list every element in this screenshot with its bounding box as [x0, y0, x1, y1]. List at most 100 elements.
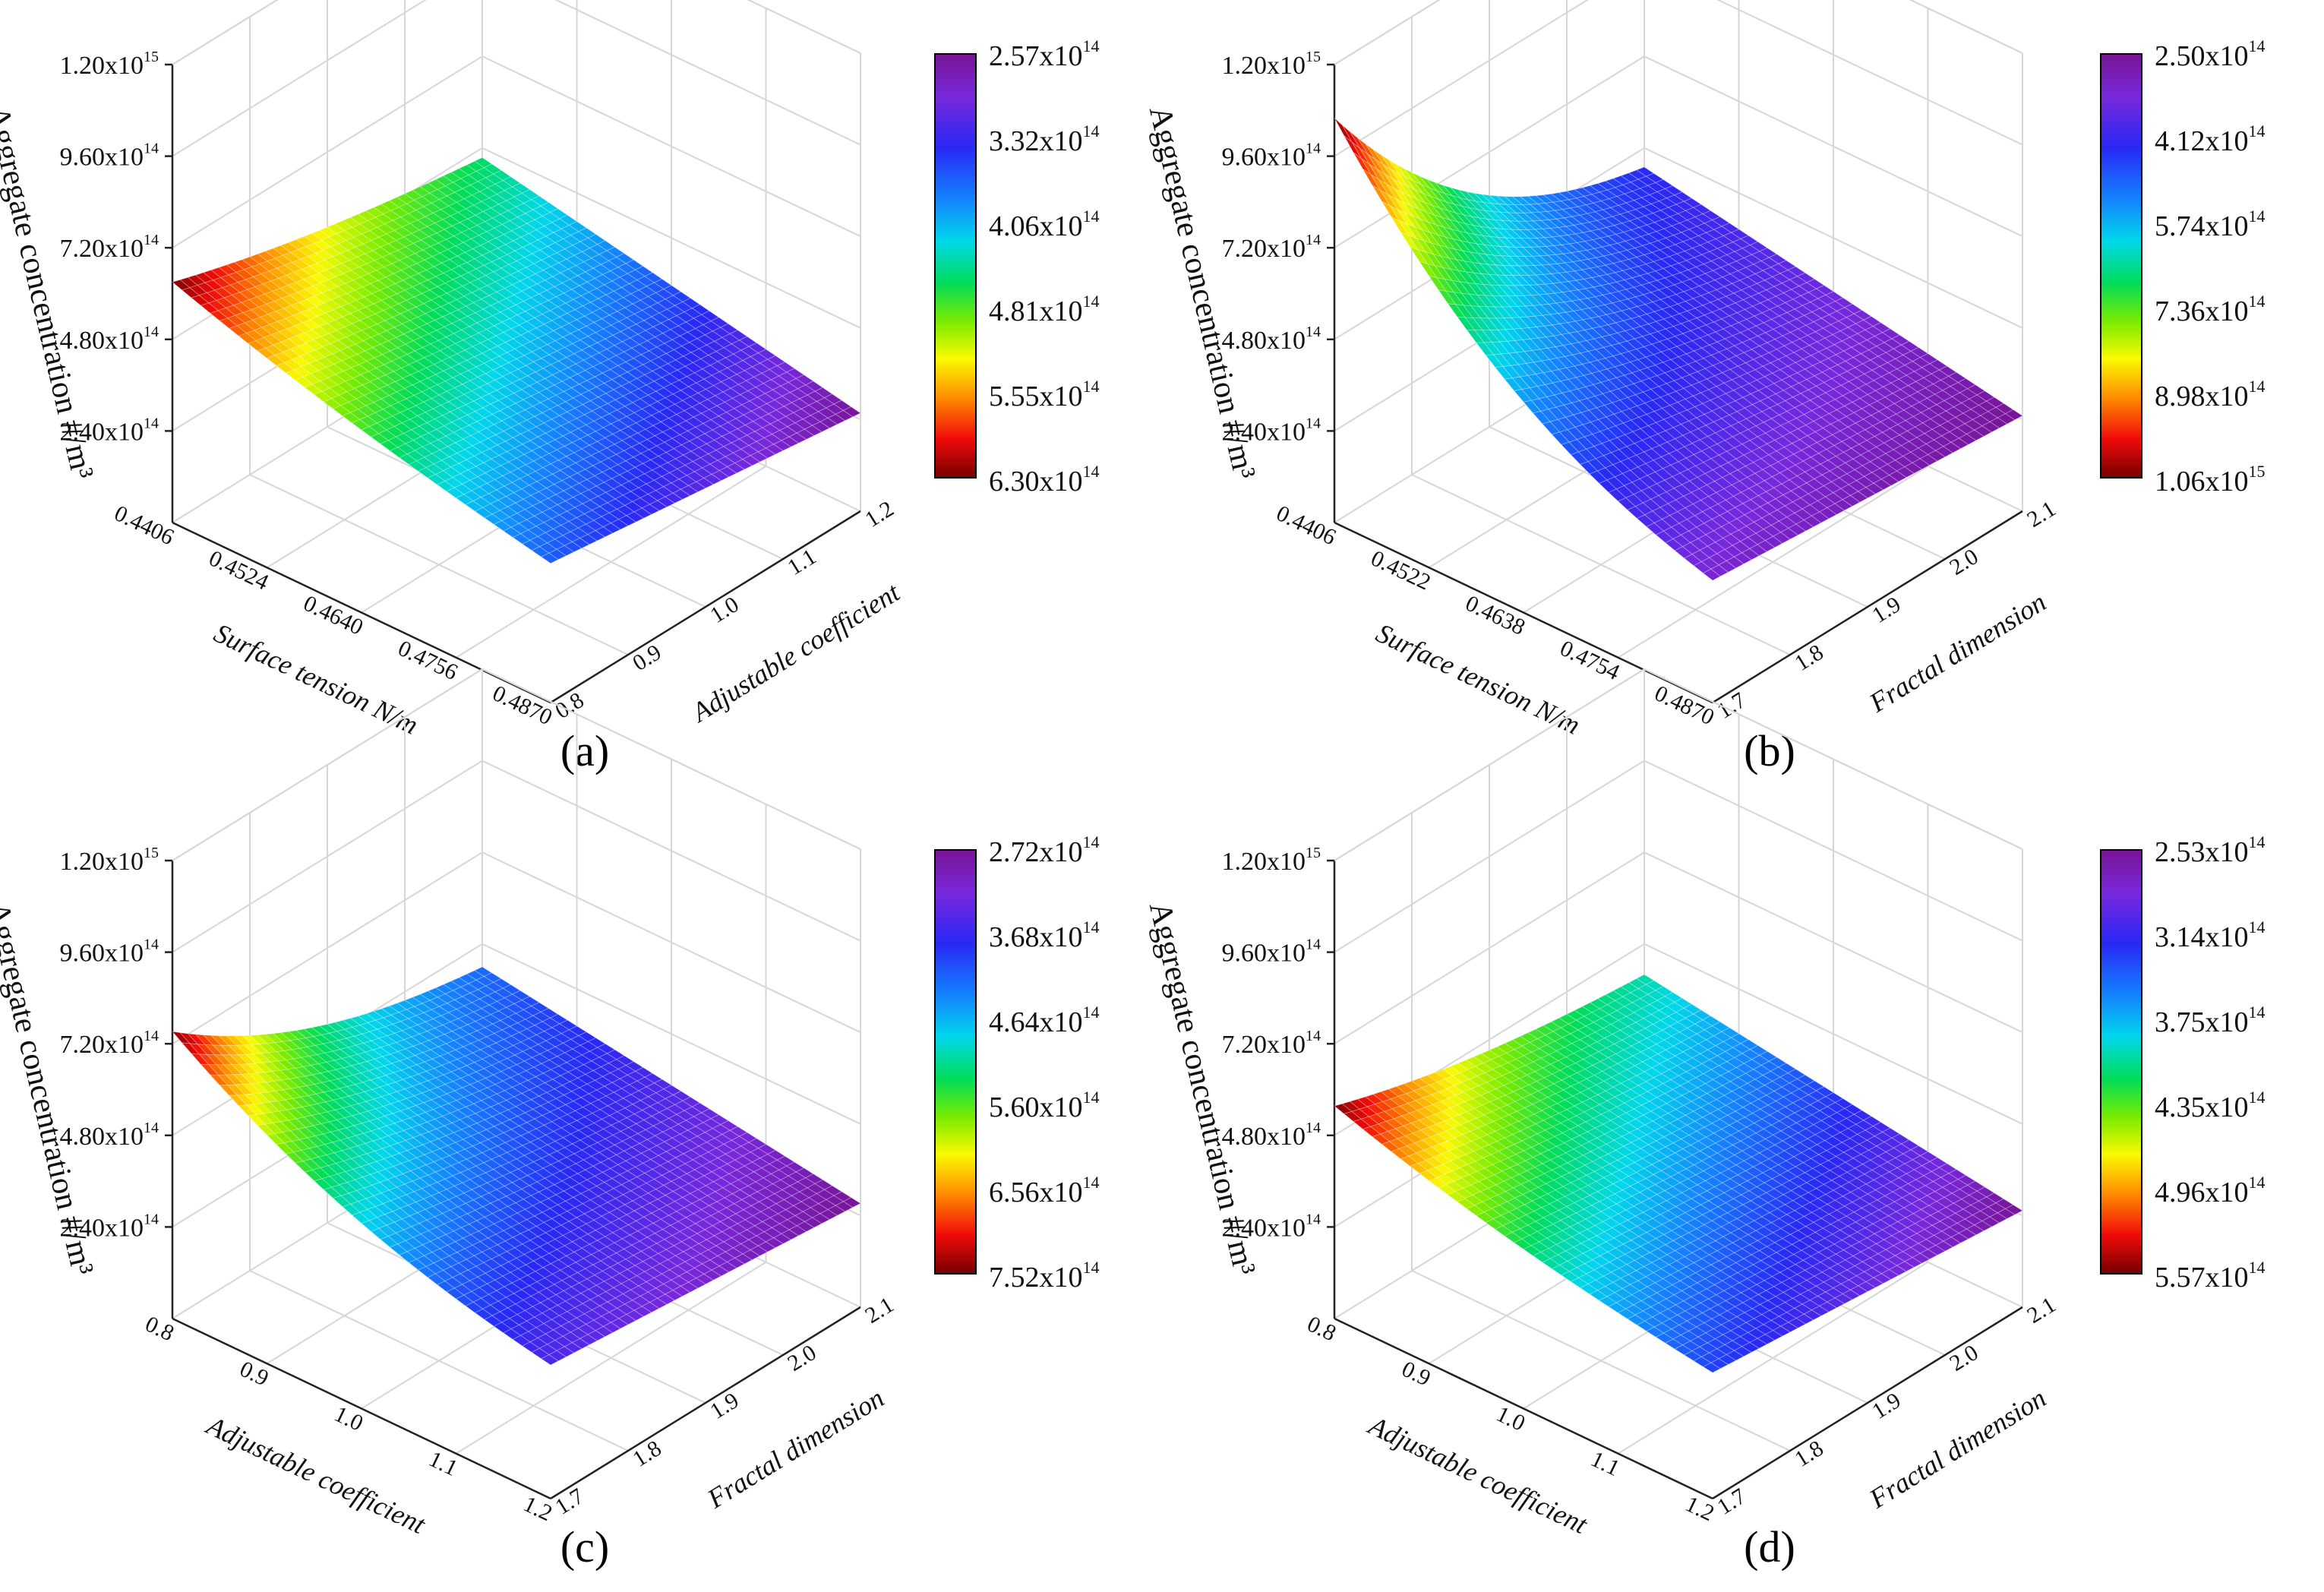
colorbar — [2100, 53, 2142, 479]
surface-cell — [585, 420, 605, 432]
surface-cell — [643, 1212, 662, 1224]
surface-cell — [467, 466, 486, 477]
box-edge — [172, 668, 483, 861]
y-tick-label: 0.9 — [628, 640, 665, 676]
surface-cell — [1400, 191, 1420, 210]
surface-cell — [346, 236, 365, 248]
surface-cell — [1887, 460, 1906, 472]
surface-cell — [1918, 444, 1937, 455]
surface-cell — [568, 319, 587, 330]
surface-cell — [437, 283, 456, 294]
surface-cell — [1774, 335, 1793, 346]
surface-cell — [1489, 329, 1508, 343]
surface-cell — [1567, 321, 1586, 333]
surface-cell — [560, 521, 579, 532]
surface-cell — [691, 304, 710, 315]
surface-cell — [1820, 358, 1839, 369]
surface-cell — [639, 494, 658, 505]
surface-cell — [1511, 196, 1531, 205]
surface-cell — [615, 351, 634, 362]
surface-cell — [289, 248, 308, 260]
surface-cell — [1842, 494, 1861, 507]
surface-cell — [209, 310, 229, 321]
surface-cell — [328, 233, 347, 245]
surface-cell — [1640, 425, 1659, 437]
surface-cell — [1760, 513, 1780, 526]
surface-cell — [701, 1161, 721, 1173]
surface-cell — [423, 202, 442, 213]
colorbar-tick-label: 5.55x1014 — [989, 377, 1100, 412]
z-tick-label: 1.20x1015 — [60, 845, 159, 876]
surface-cell — [578, 380, 598, 391]
surface-cell — [1719, 264, 1739, 275]
surface-cell — [232, 302, 251, 313]
surface-cell — [1581, 185, 1600, 195]
surface-cell — [1799, 493, 1819, 506]
surface-cell — [179, 276, 198, 289]
surface-cell — [744, 1161, 763, 1173]
surface-cell — [612, 331, 631, 343]
surface-cell — [705, 1181, 724, 1192]
surface-cell — [659, 1161, 678, 1172]
surface-cell — [1759, 502, 1778, 515]
surface-cell — [590, 451, 609, 463]
surface-cell — [1503, 317, 1522, 330]
surface-cell — [431, 252, 450, 264]
surface-cell — [1667, 204, 1687, 214]
surface-cell — [643, 415, 662, 426]
surface-cell — [511, 478, 530, 490]
surface-cell — [1688, 317, 1707, 329]
surface-cell — [511, 1278, 530, 1290]
surface-cell — [364, 347, 384, 359]
surface-cell — [1511, 317, 1530, 329]
surface-cell — [393, 270, 412, 281]
surface-cell — [368, 368, 387, 379]
surface-cell — [742, 1151, 761, 1163]
surface-cell — [617, 515, 636, 526]
surface-cell — [582, 1199, 601, 1211]
surface-cell — [1445, 290, 1464, 306]
surface-cell — [491, 410, 510, 422]
surface-cell — [1635, 451, 1654, 464]
surface-cell — [722, 1183, 741, 1195]
surface-cell — [1462, 213, 1482, 227]
surface-cell — [332, 405, 352, 417]
surface-cell — [1452, 238, 1471, 253]
surface-cell — [694, 324, 714, 336]
surface-cell — [1821, 368, 1840, 380]
surface-cell — [1542, 193, 1562, 203]
surface-cell — [1863, 369, 1883, 381]
surface-cell — [1792, 393, 1811, 405]
colorbar-tick-label: 4.81x1014 — [989, 292, 1100, 327]
box-edge — [1909, 0, 2023, 54]
surface-cell — [1542, 421, 1561, 435]
surface-cell — [633, 408, 652, 420]
surface-cell — [589, 1240, 608, 1251]
surface-cell — [433, 262, 452, 273]
surface-cell — [299, 308, 319, 320]
z-tick-label: 1.20x1015 — [60, 49, 159, 80]
surface-cell — [1683, 288, 1702, 299]
surface-cell — [1661, 405, 1680, 417]
surface-cell — [355, 296, 374, 308]
surface-cell — [1931, 425, 1950, 437]
surface-cell — [739, 1185, 758, 1196]
surface-cell — [662, 1279, 681, 1291]
surface-cell — [1757, 491, 1776, 504]
surface-cell — [764, 389, 783, 400]
surface-cell — [602, 270, 620, 282]
surface-cell — [1447, 303, 1466, 318]
surface-cell — [1779, 365, 1798, 377]
surface-cell — [659, 462, 678, 473]
surface-cell — [1514, 246, 1533, 257]
surface-cell — [1868, 400, 1887, 412]
surface-cell — [509, 216, 528, 228]
surface-cell — [1813, 317, 1832, 329]
surface-cell — [474, 507, 493, 519]
surface-cell — [703, 473, 722, 485]
surface-cell — [452, 373, 471, 385]
surface-cell — [713, 1231, 732, 1243]
surface-cell — [1530, 211, 1550, 221]
surface-cell — [1568, 331, 1587, 343]
surface-cell — [330, 394, 349, 406]
